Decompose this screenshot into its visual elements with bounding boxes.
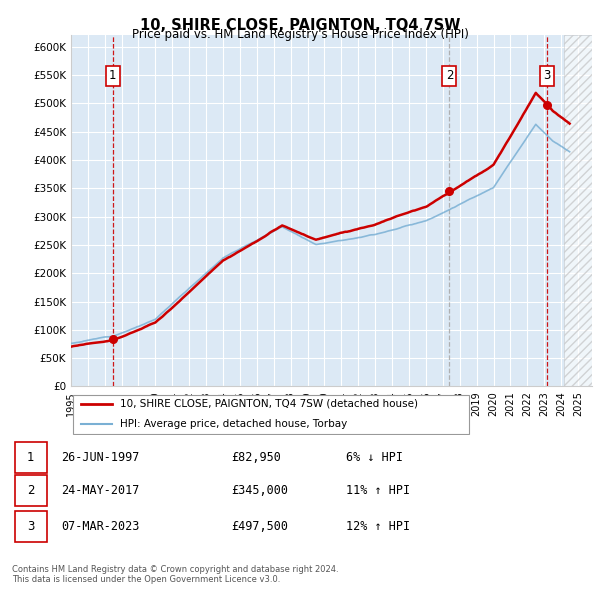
Text: 12% ↑ HPI: 12% ↑ HPI	[346, 520, 410, 533]
Text: Contains HM Land Registry data © Crown copyright and database right 2024.
This d: Contains HM Land Registry data © Crown c…	[12, 565, 338, 584]
Text: 07-MAR-2023: 07-MAR-2023	[61, 520, 139, 533]
Text: 6% ↓ HPI: 6% ↓ HPI	[346, 451, 403, 464]
Text: 1: 1	[109, 69, 116, 82]
Text: 3: 3	[544, 69, 551, 82]
Text: £345,000: £345,000	[231, 484, 288, 497]
Text: 24-MAY-2017: 24-MAY-2017	[61, 484, 139, 497]
Text: Price paid vs. HM Land Registry's House Price Index (HPI): Price paid vs. HM Land Registry's House …	[131, 28, 469, 41]
Bar	[564, 35, 592, 386]
FancyBboxPatch shape	[15, 442, 47, 473]
Text: 26-JUN-1997: 26-JUN-1997	[61, 451, 139, 464]
Text: 11% ↑ HPI: 11% ↑ HPI	[346, 484, 410, 497]
FancyBboxPatch shape	[15, 510, 47, 542]
Text: 3: 3	[27, 520, 34, 533]
Text: 1: 1	[27, 451, 34, 464]
Text: 10, SHIRE CLOSE, PAIGNTON, TQ4 7SW (detached house): 10, SHIRE CLOSE, PAIGNTON, TQ4 7SW (deta…	[120, 399, 418, 408]
Text: 10, SHIRE CLOSE, PAIGNTON, TQ4 7SW: 10, SHIRE CLOSE, PAIGNTON, TQ4 7SW	[140, 18, 460, 32]
FancyBboxPatch shape	[15, 475, 47, 506]
Text: £82,950: £82,950	[231, 451, 281, 464]
Text: £497,500: £497,500	[231, 520, 288, 533]
Text: HPI: Average price, detached house, Torbay: HPI: Average price, detached house, Torb…	[120, 418, 347, 428]
Text: 2: 2	[446, 69, 453, 82]
Text: 2: 2	[27, 484, 34, 497]
FancyBboxPatch shape	[73, 395, 469, 434]
